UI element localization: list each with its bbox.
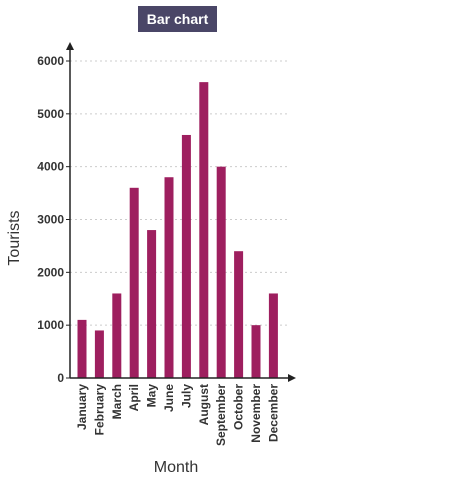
bar-april — [129, 187, 139, 378]
bar-december — [268, 293, 278, 378]
bar-july — [181, 134, 191, 378]
x-tick-label: April — [127, 384, 141, 411]
x-tick-label: June — [162, 384, 176, 412]
y-tick-label: 6000 — [37, 54, 64, 68]
y-tick-labels: 0 1000 2000 3000 4000 5000 6000 — [37, 54, 70, 385]
y-axis-arrow-icon — [66, 42, 74, 50]
x-tick-label: July — [179, 384, 193, 408]
x-tick-label: September — [214, 384, 228, 446]
chart-title: Bar chart — [138, 6, 217, 32]
bar-june — [164, 177, 174, 378]
bar-august — [199, 82, 209, 378]
bar-january — [77, 319, 87, 378]
bar-september — [216, 166, 226, 378]
x-tick-label: October — [232, 384, 246, 430]
bar-may — [147, 230, 157, 378]
x-axis-arrow-icon — [288, 374, 296, 382]
y-axis-label: Tourists — [6, 210, 23, 265]
bar-march — [112, 293, 122, 378]
x-tick-label: January — [75, 384, 89, 430]
x-tick-label: May — [145, 384, 159, 408]
x-tick-label: March — [110, 384, 124, 419]
x-axis-label: Month — [154, 459, 198, 476]
gridlines — [70, 60, 288, 326]
bar-february — [94, 330, 104, 378]
bar-november — [251, 325, 261, 378]
x-tick-label: December — [266, 384, 280, 442]
bar-october — [234, 251, 244, 378]
x-tick-label: August — [197, 384, 211, 425]
bars — [77, 82, 278, 378]
x-tick-label: February — [92, 384, 106, 436]
x-tick-label: November — [249, 384, 263, 443]
y-tick-label: 4000 — [37, 160, 64, 174]
y-tick-label: 1000 — [37, 318, 64, 332]
y-tick-label: 5000 — [37, 107, 64, 121]
y-tick-label: 0 — [57, 371, 64, 385]
x-tick-labels: January February March April May June July Augu… — [75, 384, 280, 446]
y-tick-label: 2000 — [37, 265, 64, 279]
axes — [66, 42, 296, 382]
y-tick-label: 3000 — [37, 213, 64, 227]
